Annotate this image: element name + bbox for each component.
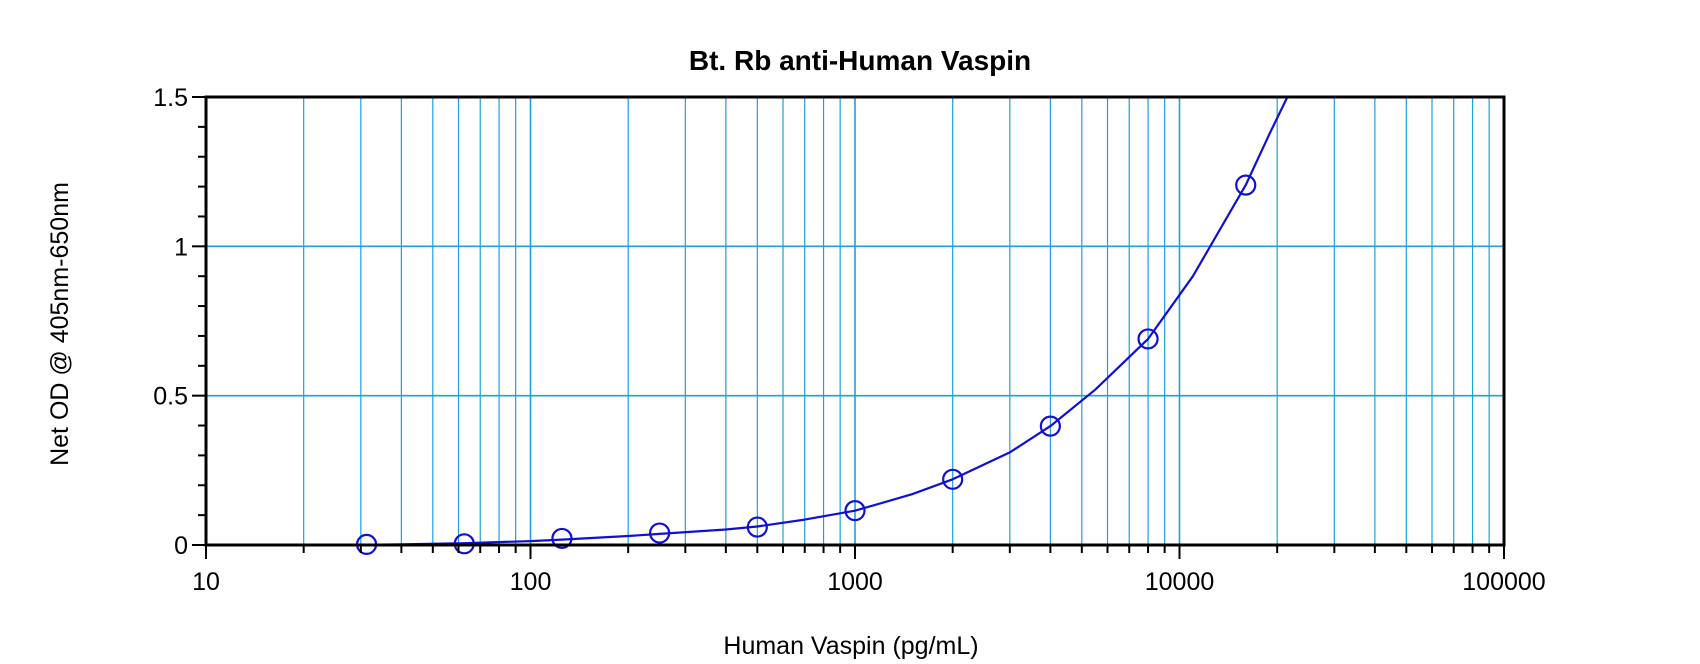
data-point xyxy=(942,468,964,490)
data-point xyxy=(844,500,866,522)
y-tick-label: 0.5 xyxy=(153,383,188,411)
tick-labels: 10 100 1000 10000 100000 0 0.5 1 1.5 xyxy=(153,84,1545,596)
x-tick-label: 100 xyxy=(510,568,552,596)
fit-curve xyxy=(345,96,1289,547)
x-tick-label: 100000 xyxy=(1462,568,1545,596)
y-axis-label: Net OD @ 405nm-650nm xyxy=(46,182,74,466)
data-point xyxy=(1137,328,1159,350)
data-point xyxy=(551,527,573,550)
data-point xyxy=(746,516,768,538)
data-point xyxy=(1235,174,1257,196)
x-axis-label: Human Vaspin (pg/mL) xyxy=(723,632,978,660)
x-tick-label: 10000 xyxy=(1145,568,1215,596)
axes xyxy=(192,95,1506,559)
grid xyxy=(206,97,1504,545)
chart-title: Bt. Rb anti-Human Vaspin xyxy=(689,45,1031,76)
fit-curve-layer xyxy=(345,96,1289,547)
y-tick-label: 0 xyxy=(174,532,188,560)
y-tick-label: 1 xyxy=(174,233,188,261)
x-tick-label: 1000 xyxy=(827,568,883,596)
data-point xyxy=(649,522,671,544)
data-point xyxy=(1039,415,1061,437)
x-tick-label: 10 xyxy=(192,568,220,596)
y-tick-label: 1.5 xyxy=(153,84,188,112)
